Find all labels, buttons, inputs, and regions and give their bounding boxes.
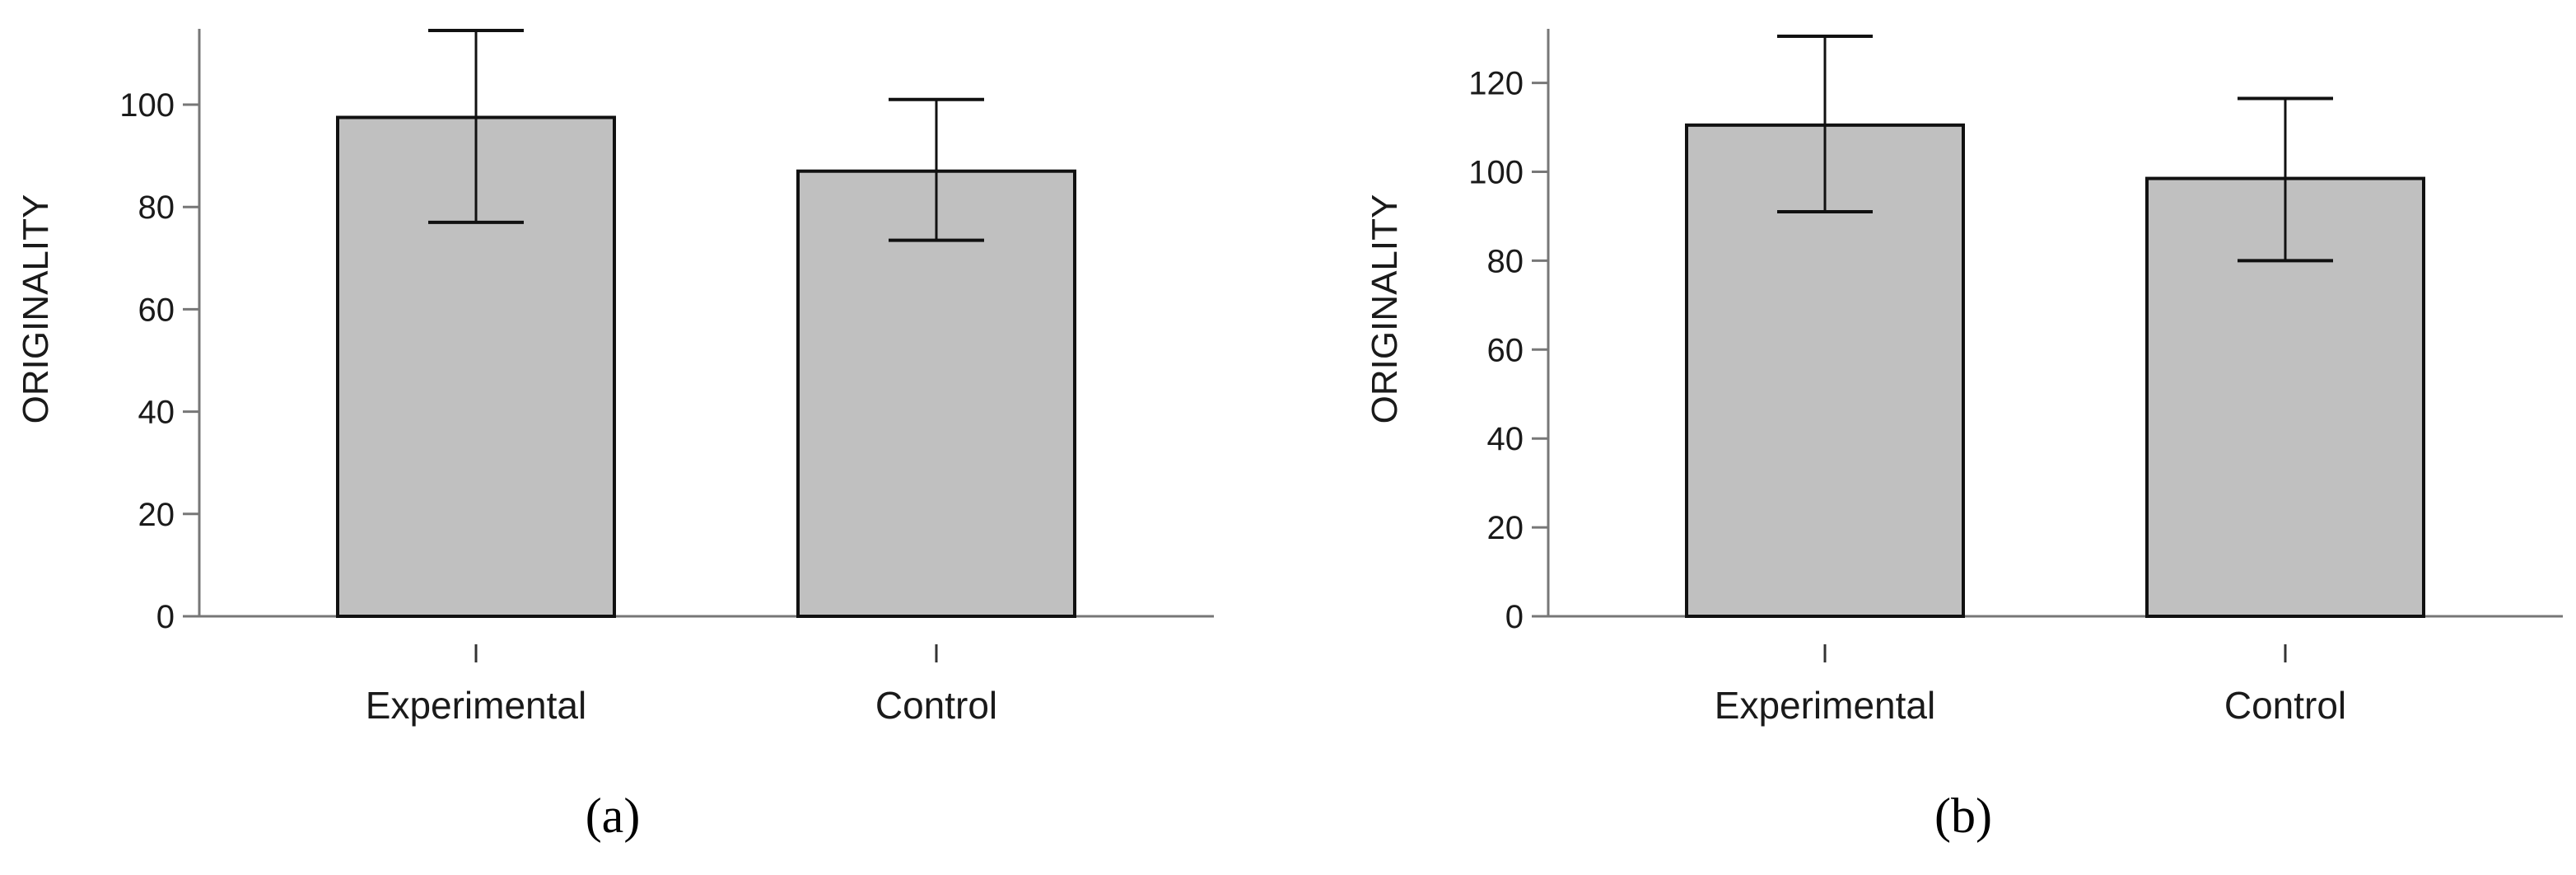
y-tick-label: 80	[1487, 243, 1524, 279]
y-tick-label: 20	[138, 497, 175, 533]
y-tick-label: 40	[138, 395, 175, 431]
y-tick-label: 20	[1487, 510, 1524, 546]
y-axis-title: ORIGINALITY	[1365, 194, 1405, 424]
y-tick-label: 40	[1487, 421, 1524, 457]
panel-label: (b)	[1934, 788, 1992, 843]
y-tick-label: 80	[138, 190, 175, 226]
panel-label: (a)	[586, 788, 641, 843]
category-label: Control	[875, 684, 997, 727]
category-label: Experimental	[1715, 684, 1935, 727]
y-axis-title: ORIGINALITY	[16, 194, 56, 424]
y-tick-label: 100	[119, 87, 175, 124]
y-tick-label: 120	[1468, 66, 1524, 102]
category-label: Control	[2224, 684, 2346, 727]
y-tick-label: 60	[138, 292, 175, 328]
chart-panel-a: 0 20 40 60 80 100 ORIGINALITY Experimental Contr…	[16, 28, 1214, 843]
y-tick-label: 0	[1505, 599, 1524, 635]
category-label: Experimental	[366, 684, 586, 727]
y-tick-label: 100	[1468, 155, 1524, 191]
y-tick-label: 60	[1487, 332, 1524, 368]
chart-panel-b: 0 20 40 60 80 100 120 ORIGINALITY Experimental Co…	[1365, 29, 2563, 843]
bar[interactable]	[796, 169, 1076, 619]
y-tick-label: 0	[156, 599, 175, 635]
